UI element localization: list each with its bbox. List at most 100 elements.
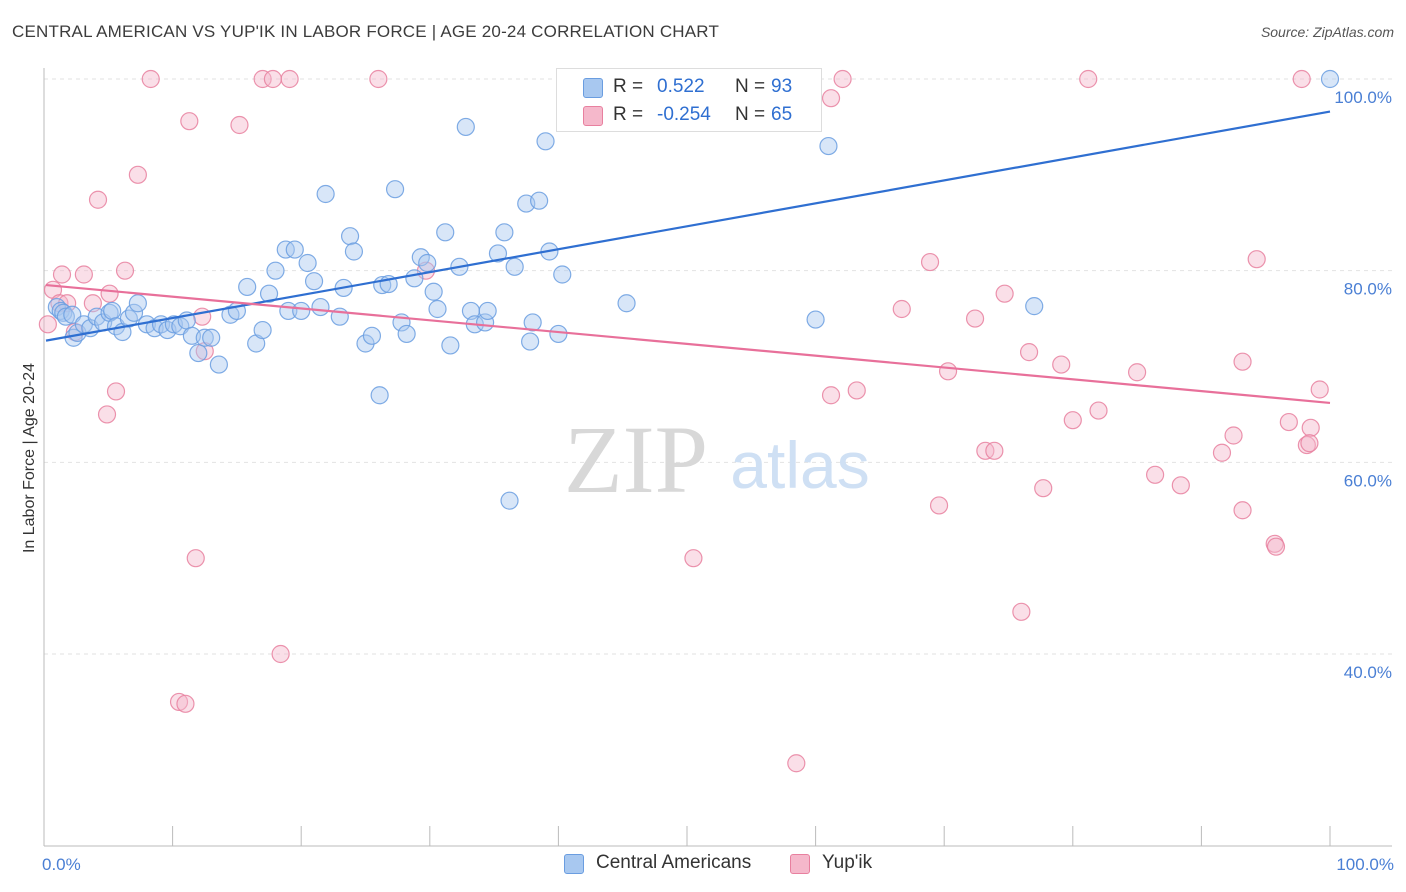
- legend-r-label: R =: [613, 76, 644, 97]
- legend-label: Yup'ik: [822, 852, 873, 873]
- yupik-point: [985, 441, 1004, 460]
- yupik-point: [271, 644, 290, 664]
- yupik-point: [74, 265, 93, 284]
- central-americans-point: [128, 294, 147, 313]
- yupik-point: [1300, 434, 1319, 453]
- central-americans-point: [238, 277, 257, 297]
- legend-swatch-blue: [564, 854, 584, 874]
- x-tick-label: 0.0%: [42, 855, 81, 874]
- y-tick-label: 40.0%: [1344, 663, 1392, 682]
- central-americans-point: [617, 294, 636, 313]
- central-americans-point: [549, 324, 568, 344]
- tick-labels: 40.0% 60.0% 80.0% 100.0% 0.0% 100.0%: [42, 88, 1394, 874]
- legend-n-value: 93: [771, 76, 793, 97]
- yupik-point: [920, 252, 940, 272]
- yupik-point: [1146, 465, 1165, 484]
- x-tick-label: 100.0%: [1336, 855, 1394, 874]
- legend-n-label: N =: [735, 104, 766, 125]
- trend-lines: [45, 110, 1331, 405]
- central-americans-point: [553, 265, 572, 284]
- central-americans-point: [441, 336, 460, 355]
- yupik-point: [169, 692, 189, 712]
- central-americans-point: [195, 328, 214, 347]
- central-americans-point: [266, 261, 285, 280]
- grid-lines: [44, 78, 1392, 655]
- yupik-point: [995, 284, 1014, 303]
- yupik-point: [929, 496, 949, 515]
- central-americans-point: [405, 269, 424, 288]
- central-americans-point: [189, 343, 208, 363]
- yupik-point: [1224, 426, 1243, 445]
- central-americans-point: [56, 307, 75, 326]
- yupik-point: [1233, 501, 1252, 520]
- central-americans-point: [385, 180, 405, 199]
- central-americans-point: [1320, 69, 1340, 89]
- yupik-point: [1310, 380, 1329, 399]
- central-americans-point: [500, 491, 519, 510]
- yupik-point: [1279, 412, 1298, 432]
- central-americans-point: [397, 324, 416, 344]
- yupik-point: [1063, 411, 1082, 430]
- legend-row-yupik: R = -0.254 N = 65: [557, 101, 821, 129]
- yupik-point: [176, 694, 195, 713]
- yupik-point: [263, 69, 283, 89]
- y-tick-label: 80.0%: [1344, 280, 1392, 299]
- series-legend: Central Americans Yup'ik: [0, 852, 1406, 878]
- y-axis-label: In Labor Force | Age 20-24: [21, 363, 38, 553]
- watermark-atlas: atlas: [730, 428, 869, 502]
- central-americans-point: [530, 191, 549, 210]
- central-americans-point: [124, 303, 144, 322]
- yupik-point: [1171, 476, 1190, 495]
- yupik-point: [833, 69, 852, 89]
- yupik-point: [821, 89, 841, 108]
- yupik-point: [1079, 69, 1098, 89]
- yupik-point: [97, 405, 117, 424]
- legend-row-central-americans: R = 0.522 N = 93: [557, 73, 821, 101]
- legend-r-value: 0.522: [657, 76, 705, 97]
- yupik-point: [1301, 418, 1320, 437]
- central-americans-point: [362, 326, 382, 345]
- central-americans-point: [456, 117, 475, 137]
- central-americans-point: [436, 223, 455, 242]
- yupik-point: [787, 754, 806, 773]
- yupik-point: [1233, 352, 1252, 371]
- yupik-point: [965, 309, 985, 328]
- y-tick-label: 60.0%: [1344, 471, 1392, 490]
- central-americans-point: [202, 328, 221, 347]
- yupik-point: [938, 362, 958, 381]
- yupik-point: [1012, 602, 1031, 621]
- chart-title: CENTRAL AMERICAN VS YUP'IK IN LABOR FORC…: [12, 22, 720, 41]
- yupik-trend-line: [45, 283, 1331, 405]
- central-americans-point: [536, 132, 555, 151]
- central-americans-point: [311, 297, 330, 317]
- legend-swatch-blue: [583, 78, 603, 98]
- central-americans-point: [316, 184, 335, 204]
- yupik-point: [1034, 479, 1053, 498]
- yupik-point: [230, 115, 249, 135]
- central-americans-point: [51, 301, 70, 321]
- correlation-legend: R = 0.522 N = 93 R = -0.254 N = 65: [556, 68, 822, 132]
- watermark-zip: ZIP: [564, 406, 708, 513]
- central-americans-point: [505, 257, 524, 276]
- central-americans-point: [340, 227, 360, 246]
- yupik-point: [1266, 537, 1286, 556]
- legend-label: Central Americans: [596, 852, 752, 873]
- yupik-point: [1127, 363, 1147, 382]
- yupik-point: [1292, 69, 1311, 89]
- yupik-point: [180, 112, 199, 131]
- legend-n-label: N =: [735, 76, 766, 97]
- central-americans-point: [488, 244, 508, 263]
- yupik-point: [369, 69, 388, 89]
- yupik-point: [1019, 343, 1039, 362]
- central-americans-point: [259, 284, 279, 303]
- yupik-point: [141, 69, 160, 89]
- central-americans-point: [209, 355, 228, 374]
- y-tick-label: 100.0%: [1334, 88, 1392, 107]
- yupik-point: [52, 265, 72, 284]
- legend-r-value: -0.254: [657, 104, 711, 125]
- yupik-point: [88, 190, 108, 209]
- central-americans-point: [418, 253, 437, 273]
- yupik-point: [83, 294, 102, 313]
- yupik-point: [115, 261, 135, 280]
